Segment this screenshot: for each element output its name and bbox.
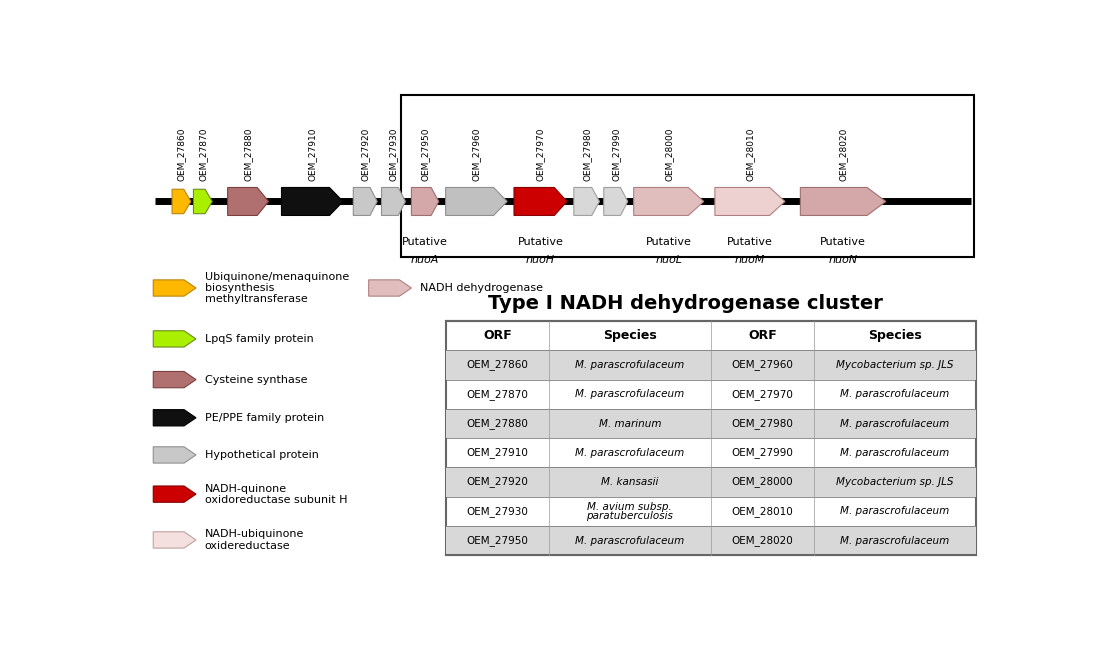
Text: OEM_27930: OEM_27930: [467, 506, 528, 517]
Text: Species: Species: [603, 329, 656, 342]
Text: OEM_28010: OEM_28010: [731, 506, 793, 517]
Bar: [446, 321, 975, 555]
Polygon shape: [715, 188, 785, 215]
Text: nuoM: nuoM: [735, 255, 765, 265]
Text: methyltransferase: methyltransferase: [204, 294, 308, 304]
Text: ORF: ORF: [483, 329, 512, 342]
Polygon shape: [353, 188, 377, 215]
Text: OEM_28010: OEM_28010: [746, 128, 754, 181]
Text: OEM_27970: OEM_27970: [731, 389, 793, 400]
Text: Hypothetical protein: Hypothetical protein: [204, 450, 319, 460]
Text: OEM_27990: OEM_27990: [611, 128, 620, 181]
Text: PE/PPE family protein: PE/PPE family protein: [204, 412, 324, 423]
Text: NADH-ubiquinone: NADH-ubiquinone: [204, 529, 304, 539]
Text: OEM_27870: OEM_27870: [199, 128, 207, 181]
Text: Putative: Putative: [821, 237, 866, 247]
Text: Mycobacterium sp. JLS: Mycobacterium sp. JLS: [836, 477, 953, 487]
Text: nuoH: nuoH: [526, 255, 555, 265]
Text: OEM_27990: OEM_27990: [731, 447, 793, 458]
Text: OEM_27980: OEM_27980: [731, 418, 793, 429]
Polygon shape: [153, 447, 196, 463]
Polygon shape: [153, 410, 196, 426]
Polygon shape: [411, 188, 439, 215]
Text: ORF: ORF: [748, 329, 777, 342]
Bar: [401, 95, 974, 258]
Text: M. marinum: M. marinum: [599, 418, 661, 428]
Text: oxidoreductase subunit H: oxidoreductase subunit H: [204, 494, 347, 505]
Text: M. parascrofulaceum: M. parascrofulaceum: [575, 389, 684, 399]
Text: M. parascrofulaceum: M. parascrofulaceum: [840, 447, 950, 458]
Bar: [446, 526, 975, 555]
Text: M. avium subsp.: M. avium subsp.: [588, 502, 672, 512]
Polygon shape: [382, 188, 406, 215]
Text: OEM_27910: OEM_27910: [308, 128, 317, 181]
Text: OEM_27950: OEM_27950: [420, 128, 429, 181]
Text: OEM_27860: OEM_27860: [467, 360, 528, 370]
Text: OEM_28020: OEM_28020: [731, 535, 793, 546]
Bar: [446, 467, 975, 496]
Text: biosynthesis: biosynthesis: [204, 283, 274, 293]
Bar: [446, 409, 975, 438]
Bar: [446, 350, 975, 379]
Text: OEM_27880: OEM_27880: [467, 418, 528, 429]
Text: OEM_27930: OEM_27930: [389, 128, 398, 181]
Text: M. parascrofulaceum: M. parascrofulaceum: [575, 535, 684, 545]
Text: M. parascrofulaceum: M. parascrofulaceum: [840, 418, 950, 428]
Text: OEM_27950: OEM_27950: [467, 535, 528, 546]
Text: OEM_27960: OEM_27960: [472, 128, 481, 181]
Text: Mycobacterium sp. JLS: Mycobacterium sp. JLS: [836, 360, 953, 370]
Text: M. kansasii: M. kansasii: [601, 477, 658, 487]
Text: paratuberculosis: paratuberculosis: [587, 511, 673, 521]
Text: M. parascrofulaceum: M. parascrofulaceum: [840, 389, 950, 399]
Polygon shape: [153, 280, 196, 296]
Polygon shape: [172, 189, 191, 214]
Polygon shape: [368, 280, 411, 296]
Text: OEM_27880: OEM_27880: [244, 128, 253, 181]
Polygon shape: [227, 188, 269, 215]
Text: nuoA: nuoA: [411, 255, 439, 265]
Text: oxidereductase: oxidereductase: [204, 541, 290, 551]
Text: nuoL: nuoL: [655, 255, 683, 265]
Text: OEM_28000: OEM_28000: [664, 128, 673, 181]
Polygon shape: [633, 188, 704, 215]
Text: nuoN: nuoN: [828, 255, 858, 265]
Text: Putative: Putative: [727, 237, 773, 247]
Text: OEM_27920: OEM_27920: [361, 128, 370, 181]
Text: OEM_28020: OEM_28020: [838, 128, 847, 181]
Text: OEM_27910: OEM_27910: [467, 447, 528, 458]
Text: OEM_27960: OEM_27960: [731, 360, 793, 370]
Text: M. parascrofulaceum: M. parascrofulaceum: [575, 447, 684, 458]
Text: Ubiquinone/menaquinone: Ubiquinone/menaquinone: [204, 272, 349, 282]
Text: Cysteine synthase: Cysteine synthase: [204, 375, 307, 385]
Polygon shape: [514, 188, 567, 215]
Polygon shape: [603, 188, 628, 215]
Text: Species: Species: [868, 329, 922, 342]
Text: OEM_27860: OEM_27860: [176, 128, 186, 181]
Text: OEM_27920: OEM_27920: [467, 477, 528, 488]
Polygon shape: [281, 188, 343, 215]
Polygon shape: [153, 330, 196, 347]
Text: M. parascrofulaceum: M. parascrofulaceum: [840, 506, 950, 516]
Polygon shape: [153, 532, 196, 548]
Polygon shape: [153, 371, 196, 388]
Polygon shape: [446, 188, 507, 215]
Polygon shape: [193, 189, 212, 214]
Text: M. parascrofulaceum: M. parascrofulaceum: [575, 360, 684, 370]
Text: OEM_27980: OEM_27980: [582, 128, 591, 181]
Text: Putative: Putative: [517, 237, 564, 247]
Text: NADH-quinone: NADH-quinone: [204, 484, 287, 494]
Text: OEM_28000: OEM_28000: [731, 477, 793, 488]
Text: Type I NADH dehydrogenase cluster: Type I NADH dehydrogenase cluster: [488, 293, 882, 313]
Polygon shape: [801, 188, 886, 215]
Text: Putative: Putative: [645, 237, 692, 247]
Polygon shape: [574, 188, 600, 215]
Text: OEM_27970: OEM_27970: [536, 128, 545, 181]
Text: LpqS family protein: LpqS family protein: [204, 334, 313, 344]
Polygon shape: [153, 486, 196, 502]
Text: OEM_27870: OEM_27870: [467, 389, 528, 400]
Text: NADH dehydrogenase: NADH dehydrogenase: [420, 283, 543, 293]
Text: M. parascrofulaceum: M. parascrofulaceum: [840, 535, 950, 545]
Text: Putative: Putative: [403, 237, 448, 247]
